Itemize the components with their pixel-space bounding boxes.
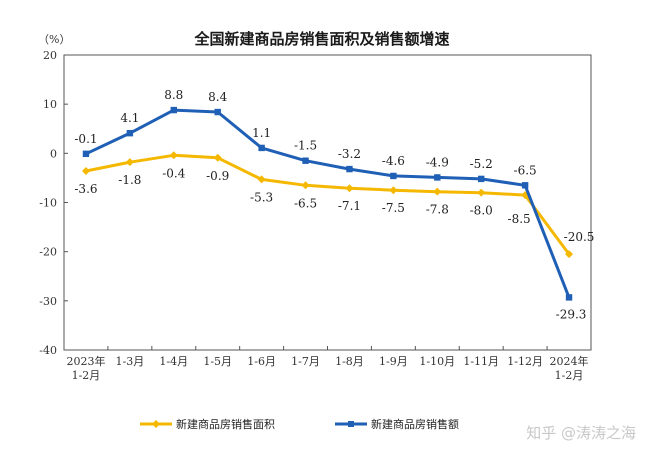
- series-sales-amount: -0.1 4.1 8.8 8.4 1.1 -1.5 -3.2 -4.6 -4.9 -5.2 -6.5…: [74, 88, 586, 321]
- data-label: -5.2: [470, 157, 493, 171]
- data-label: -1.8: [118, 173, 141, 187]
- legend-label: 新建商品房销售面积: [176, 417, 275, 431]
- y-tick-label: 10: [43, 98, 57, 111]
- data-point-marker: [82, 150, 90, 158]
- x-tick-label: 1-9月: [379, 355, 408, 368]
- series-line: [85, 153, 571, 255]
- data-point-marker: [434, 174, 441, 181]
- x-tick-label: 1-5月: [203, 355, 232, 368]
- chart-title: 全国新建商品房销售面积及销售额增速: [193, 30, 449, 48]
- data-label: -4.6: [382, 154, 405, 168]
- data-point-marker: [258, 144, 265, 152]
- series-sales-area: -3.6 -1.8 -0.4 -0.9 -5.3 -6.5 -7.1 -7.5 -7.8 -8.0…: [74, 151, 595, 259]
- data-point-marker: [170, 106, 177, 114]
- y-tick-label: -40: [39, 344, 57, 357]
- data-label: -4.9: [426, 155, 449, 169]
- data-label: -8.0: [470, 204, 493, 218]
- legend: 新建商品房销售面积 新建商品房销售额: [140, 417, 459, 431]
- x-tick-label: 1-11月: [463, 355, 499, 368]
- data-label: -6.5: [514, 163, 537, 177]
- data-point-marker: [478, 175, 485, 183]
- y-tick-label: -10: [39, 197, 57, 210]
- data-point-marker: [565, 250, 574, 259]
- watermark: 知乎 @涛涛之海: [526, 424, 636, 442]
- x-tick-label: 1-12月: [507, 355, 543, 368]
- data-point-marker: [477, 188, 486, 197]
- x-tick-label: 1-3月: [116, 355, 145, 368]
- y-tick-label: -20: [39, 246, 57, 259]
- y-tick-label: 0: [50, 147, 57, 160]
- data-label: -29.3: [556, 307, 587, 321]
- legend-swatch-marker: [348, 421, 354, 427]
- data-point-marker: [433, 187, 442, 196]
- y-tick-label: 20: [43, 49, 57, 62]
- data-label: -0.9: [206, 169, 229, 183]
- data-point-marker: [125, 158, 134, 167]
- y-axis-unit: （%）: [38, 33, 70, 46]
- data-label: -1.5: [294, 139, 317, 153]
- data-point-marker: [257, 175, 266, 184]
- data-point-marker: [521, 182, 529, 189]
- plot-frame: [63, 54, 592, 351]
- legend-swatch-marker: [152, 420, 160, 428]
- data-label: -7.5: [382, 201, 405, 215]
- data-point-marker: [169, 151, 178, 160]
- data-label: -7.8: [426, 203, 449, 217]
- data-point-marker: [565, 294, 573, 301]
- data-point-marker: [213, 153, 222, 162]
- x-tick-label: 1-8月: [335, 355, 364, 368]
- data-label: -6.5: [294, 196, 317, 210]
- x-tick-label: 1-4月: [159, 355, 188, 368]
- x-tick-label: 1-6月: [247, 355, 276, 368]
- x-tick-label: 1-10月: [419, 355, 455, 368]
- data-label: -7.1: [338, 199, 361, 213]
- data-point-marker: [126, 129, 134, 137]
- x-tick-label: 2024年 1-2月: [550, 354, 589, 382]
- data-label: -20.5: [564, 230, 595, 244]
- y-axis: 20 10 0 -10 -20 -30 -40: [39, 49, 68, 357]
- data-label: 8.8: [164, 88, 183, 102]
- data-point-marker: [389, 186, 398, 195]
- data-label: -0.4: [162, 166, 186, 180]
- data-label: 4.1: [120, 111, 139, 125]
- data-point-marker: [345, 184, 354, 193]
- data-label: -8.5: [508, 212, 531, 226]
- data-label: -3.2: [338, 147, 361, 161]
- series-line: [85, 108, 571, 298]
- data-point-marker: [301, 181, 310, 190]
- data-label: -3.6: [74, 182, 97, 196]
- data-point-marker: [81, 167, 90, 176]
- x-tick-label: 1-7月: [291, 355, 320, 368]
- legend-label: 新建商品房销售额: [371, 417, 459, 431]
- data-label: 8.4: [208, 90, 227, 104]
- data-point-marker: [390, 172, 397, 180]
- data-point-marker: [346, 165, 353, 173]
- data-point-marker: [214, 108, 221, 116]
- data-label: -0.1: [74, 132, 97, 146]
- data-label: 1.1: [252, 126, 271, 140]
- data-point-marker: [302, 157, 309, 164]
- y-tick-label: -30: [39, 295, 57, 308]
- x-tick-label: 2023年 1-2月: [66, 354, 105, 382]
- series-layer: -3.6 -1.8 -0.4 -0.9 -5.3 -6.5 -7.1 -7.5 -7.8 -8.0…: [74, 88, 594, 321]
- data-label: -5.3: [250, 190, 273, 204]
- x-axis: 2023年 1-2月 1-3月 1-4月 1-5月 1-6月 1-7月 1-8月 1-9月 1-1…: [66, 346, 589, 382]
